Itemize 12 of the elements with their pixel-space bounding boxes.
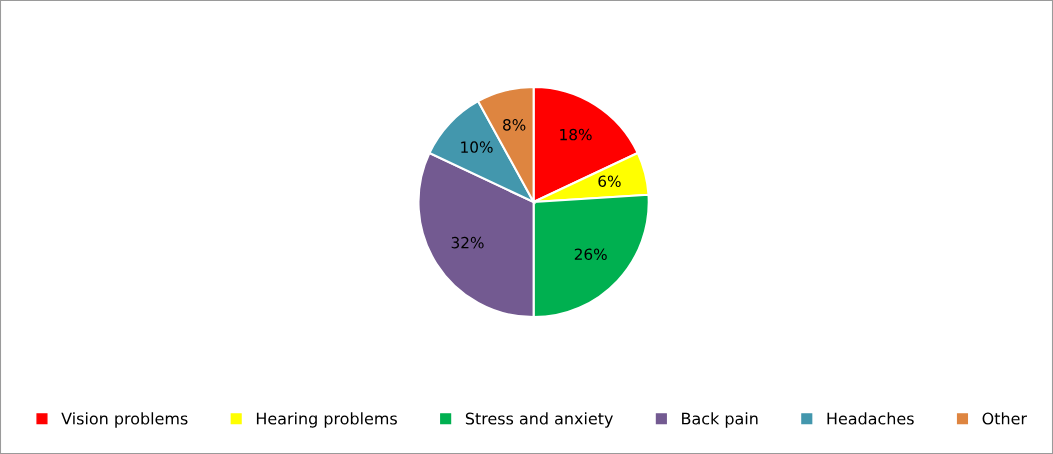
legend-label: Back pain [682,412,758,428]
data-label: 18% [560,128,592,141]
legend-label: Hearing problems [256,412,397,428]
data-label: 6% [598,175,621,187]
data-label: 26% [574,248,607,261]
legend-label: Stress and anxiety [465,412,613,428]
legend-label: Other [982,412,1027,425]
data-label: 8% [503,119,526,131]
legend-label: Vision problems [61,412,188,428]
legend-label: Headaches [827,412,914,425]
data-label: 10% [461,141,493,153]
data-label: 32% [451,236,484,249]
